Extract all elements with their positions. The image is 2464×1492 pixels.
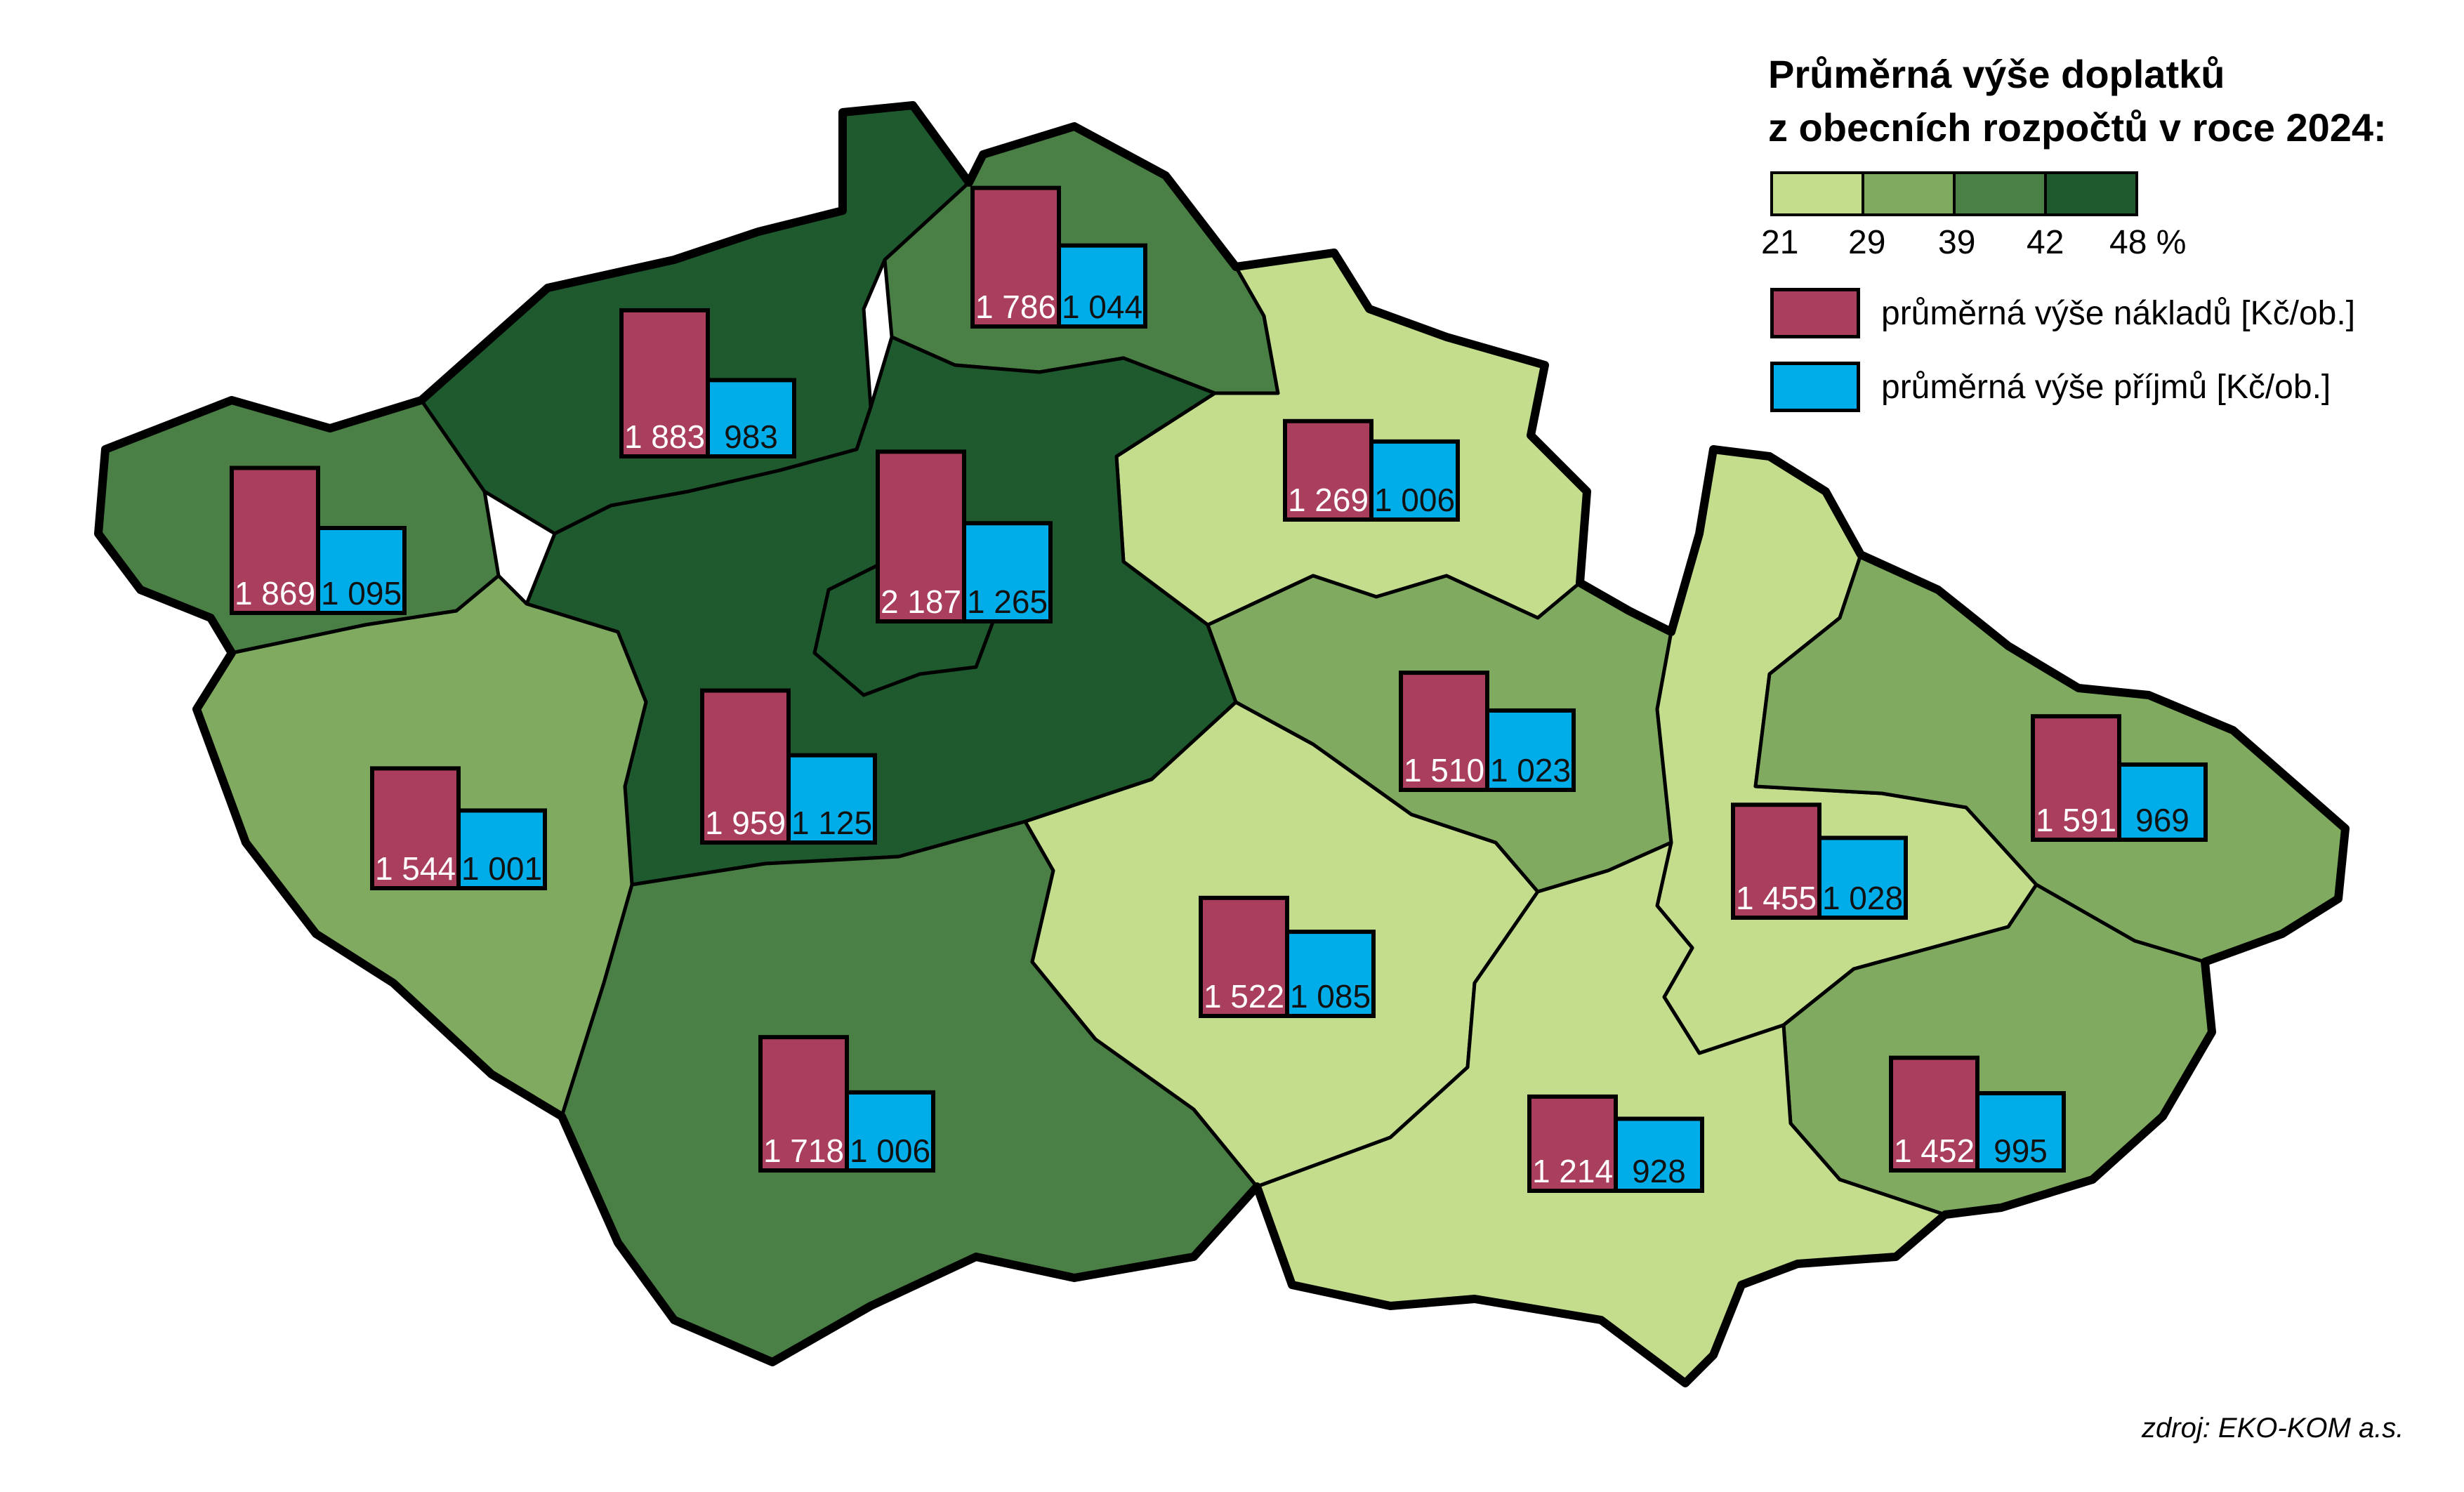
revenues-bar: [1817, 836, 1908, 920]
legend-revenues-swatch: [1770, 362, 1860, 412]
scale-swatch-1: [1773, 174, 1864, 213]
revenues-value-label: 969: [2135, 802, 2189, 838]
revenues-bar: [456, 808, 547, 891]
costs-bar: [700, 688, 791, 845]
region-bars: 1 452 995: [1889, 1055, 2066, 1173]
costs-value-label: 1 522: [1204, 978, 1284, 1015]
costs-bar: [970, 185, 1061, 329]
revenues-bar: [1614, 1116, 1704, 1194]
costs-value-label: 1 869: [235, 575, 315, 612]
legend-title-line2: z obecních rozpočtů v roce 2024:: [1768, 105, 2387, 150]
revenues-value-label: 1 028: [1822, 880, 1903, 916]
scale-swatch-4: [2047, 174, 2135, 213]
scale-swatch-2: [1864, 174, 1956, 213]
legend-costs: průměrná výše nákladů [Kč/ob.]: [1770, 288, 2355, 338]
scale-tick-1: 21: [1761, 224, 1799, 261]
color-scale: [1770, 171, 2138, 216]
revenues-value-label: 1 095: [321, 575, 402, 612]
costs-bar: [1399, 671, 1489, 793]
revenues-value-label: 1 006: [1374, 482, 1455, 518]
scale-tick-5: 48 %: [2109, 224, 2187, 261]
costs-bar: [876, 449, 966, 623]
region-bars: 1 591 969: [2031, 714, 2208, 843]
region-bars: 1 544 1 001: [370, 766, 547, 891]
revenues-value-label: 1 001: [461, 850, 542, 887]
costs-bar: [230, 466, 320, 616]
revenues-value-label: 1 006: [850, 1133, 930, 1169]
revenues-bar: [1057, 243, 1147, 329]
costs-value-label: 1 786: [975, 289, 1056, 325]
revenues-value-label: 928: [1632, 1153, 1686, 1189]
costs-value-label: 1 718: [763, 1133, 844, 1169]
legend-title: Průměrná výše doplatků z obecních rozpoč…: [1768, 48, 2435, 154]
revenues-bar: [316, 526, 407, 615]
region-bars: 1 510 1 023: [1399, 671, 1576, 793]
region-bars: 1 455 1 028: [1731, 803, 1908, 920]
region-bars: 1 883 983: [619, 308, 796, 458]
country-border: [94, 101, 2350, 1387]
legend-revenues: průměrná výše příjmů [Kč/ob.]: [1770, 362, 2331, 412]
revenues-value-label: 1 023: [1490, 752, 1571, 788]
revenues-bar: [962, 521, 1053, 624]
region-bars: 1 522 1 085: [1199, 895, 1376, 1019]
revenues-value-label: 983: [724, 418, 778, 455]
costs-value-label: 1 269: [1288, 482, 1369, 518]
costs-bar: [758, 1035, 849, 1173]
legend-revenues-label: průměrná výše příjmů [Kč/ob.]: [1881, 368, 2331, 406]
costs-value-label: 1 959: [705, 805, 786, 841]
revenues-bar: [1975, 1091, 2066, 1173]
region-bars: 1 959 1 125: [700, 688, 877, 845]
costs-value-label: 1 214: [1532, 1153, 1613, 1189]
revenues-bar: [2117, 762, 2208, 843]
legend-costs-swatch: [1770, 288, 1860, 338]
costs-value-label: 1 591: [2036, 802, 2116, 838]
scale-swatch-3: [1956, 174, 2047, 213]
region-bars: 1 786 1 044: [970, 185, 1147, 329]
costs-value-label: 1 452: [1894, 1133, 1975, 1169]
revenues-bar: [845, 1090, 935, 1173]
revenues-value-label: 1 125: [791, 805, 872, 841]
scale-ticks: 21 29 39 42 48 %: [0, 223, 2464, 265]
costs-value-label: 1 510: [1404, 752, 1484, 788]
revenues-bar: [1369, 439, 1460, 522]
costs-value-label: 2 187: [881, 583, 961, 620]
legend-title-line1: Průměrná výše doplatků: [1768, 52, 2225, 96]
revenues-bar: [1285, 930, 1376, 1019]
revenues-value-label: 1 044: [1062, 289, 1142, 325]
source-note: zdroj: EKO-KOM a.s.: [2142, 1413, 2404, 1444]
revenues-value-label: 1 265: [967, 583, 1048, 620]
revenues-bar: [706, 378, 796, 458]
scale-tick-4: 42: [2027, 224, 2064, 261]
costs-value-label: 1 883: [624, 418, 705, 455]
legend-costs-label: průměrná výše nákladů [Kč/ob.]: [1881, 294, 2356, 332]
scale-tick-2: 29: [1848, 224, 1886, 261]
costs-bar: [370, 766, 461, 890]
revenues-bar: [786, 753, 877, 845]
costs-bar: [1283, 418, 1373, 522]
revenues-bar: [1485, 708, 1576, 792]
region-bars: 1 869 1 095: [230, 466, 407, 616]
costs-bar: [619, 308, 710, 458]
costs-value-label: 1 455: [1736, 880, 1817, 916]
region-bars: 1 214 928: [1527, 1094, 1704, 1194]
revenues-value-label: 995: [1994, 1133, 2048, 1169]
scale-tick-3: 39: [1938, 224, 1976, 261]
costs-value-label: 1 544: [375, 850, 456, 887]
region-bars: 1 718 1 006: [758, 1035, 935, 1173]
costs-bar: [1889, 1055, 1979, 1173]
region-bars: 1 269 1 006: [1283, 418, 1460, 522]
region-bars: 2 187 1 265: [876, 449, 1053, 624]
revenues-value-label: 1 085: [1290, 978, 1371, 1015]
